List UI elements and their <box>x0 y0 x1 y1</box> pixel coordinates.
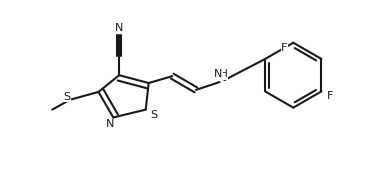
Text: H: H <box>220 69 227 79</box>
Text: S: S <box>63 92 71 102</box>
Text: S: S <box>150 110 157 120</box>
Text: F: F <box>327 91 334 101</box>
Text: N: N <box>115 23 124 33</box>
Text: N: N <box>106 119 114 129</box>
Text: F: F <box>281 43 288 53</box>
Text: N: N <box>214 69 223 79</box>
